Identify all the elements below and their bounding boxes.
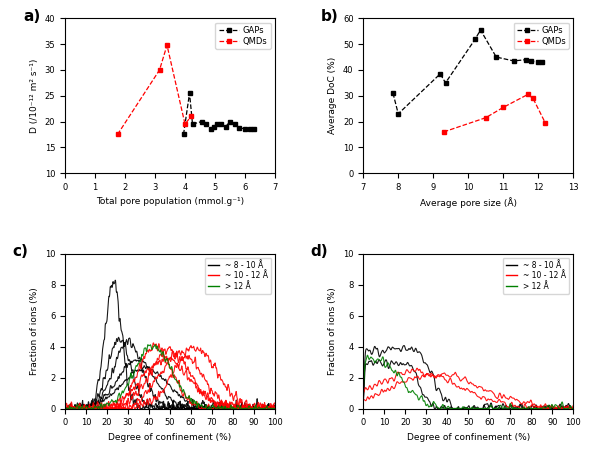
GAPs [395, 111, 402, 117]
GAPs [180, 132, 187, 137]
GAPs [493, 54, 500, 60]
GAPs [510, 58, 517, 64]
QMDs [542, 120, 549, 126]
GAPs [198, 119, 205, 124]
GAPs [535, 60, 542, 65]
GAPs [477, 27, 484, 33]
Text: b): b) [322, 9, 339, 24]
QMDs [156, 67, 163, 73]
Legend: ~ 8 - 10 Å, ~ 10 - 12 Å, > 12 Å: ~ 8 - 10 Å, ~ 10 - 12 Å, > 12 Å [503, 257, 570, 294]
GAPs [528, 58, 535, 64]
GAPs [226, 119, 233, 124]
Line: GAPs: GAPs [391, 28, 544, 116]
Legend: GAPs, QMDs: GAPs, QMDs [514, 22, 569, 49]
GAPs [246, 127, 253, 132]
QMDs [164, 42, 171, 48]
Line: QMDs: QMDs [442, 93, 547, 134]
GAPs [213, 121, 220, 127]
X-axis label: Total pore population (mmol.g⁻¹): Total pore population (mmol.g⁻¹) [96, 197, 244, 207]
X-axis label: Degree of confinement (%): Degree of confinement (%) [108, 433, 232, 442]
Y-axis label: D (/10⁻¹² m² s⁻¹): D (/10⁻¹² m² s⁻¹) [30, 59, 39, 133]
GAPs [207, 127, 214, 132]
GAPs [189, 121, 196, 127]
Line: GAPs: GAPs [182, 91, 256, 136]
Line: QMDs: QMDs [116, 44, 193, 136]
GAPs [522, 57, 530, 62]
GAPs [442, 80, 449, 86]
GAPs [231, 121, 238, 127]
QMDs [440, 129, 447, 134]
GAPs [203, 121, 210, 127]
GAPs [235, 125, 242, 130]
Y-axis label: Fraction of ions (%): Fraction of ions (%) [329, 287, 337, 375]
GAPs [251, 127, 258, 132]
QMDs [500, 105, 507, 110]
QMDs [524, 92, 531, 97]
QMDs [530, 95, 537, 101]
Legend: ~ 8 - 10 Å, ~ 10 - 12 Å, > 12 Å: ~ 8 - 10 Å, ~ 10 - 12 Å, > 12 Å [204, 257, 271, 294]
Text: d): d) [311, 244, 329, 259]
GAPs [186, 90, 193, 96]
Y-axis label: Fraction of ions (%): Fraction of ions (%) [30, 287, 39, 375]
GAPs [538, 60, 545, 65]
QMDs [181, 121, 189, 127]
GAPs [217, 121, 225, 127]
Text: c): c) [12, 244, 28, 259]
X-axis label: Average pore size (Å): Average pore size (Å) [420, 197, 517, 208]
Y-axis label: Average DoC (%): Average DoC (%) [329, 57, 337, 134]
Text: a): a) [23, 9, 40, 24]
Legend: GAPs, QMDs: GAPs, QMDs [215, 22, 271, 49]
GAPs [242, 126, 249, 132]
GAPs [437, 71, 444, 77]
GAPs [210, 124, 217, 129]
QMDs [187, 114, 194, 119]
QMDs [114, 132, 121, 137]
GAPs [472, 36, 479, 42]
X-axis label: Degree of confinement (%): Degree of confinement (%) [407, 433, 530, 442]
QMDs [482, 115, 489, 120]
GAPs [222, 124, 229, 129]
GAPs [389, 90, 397, 96]
